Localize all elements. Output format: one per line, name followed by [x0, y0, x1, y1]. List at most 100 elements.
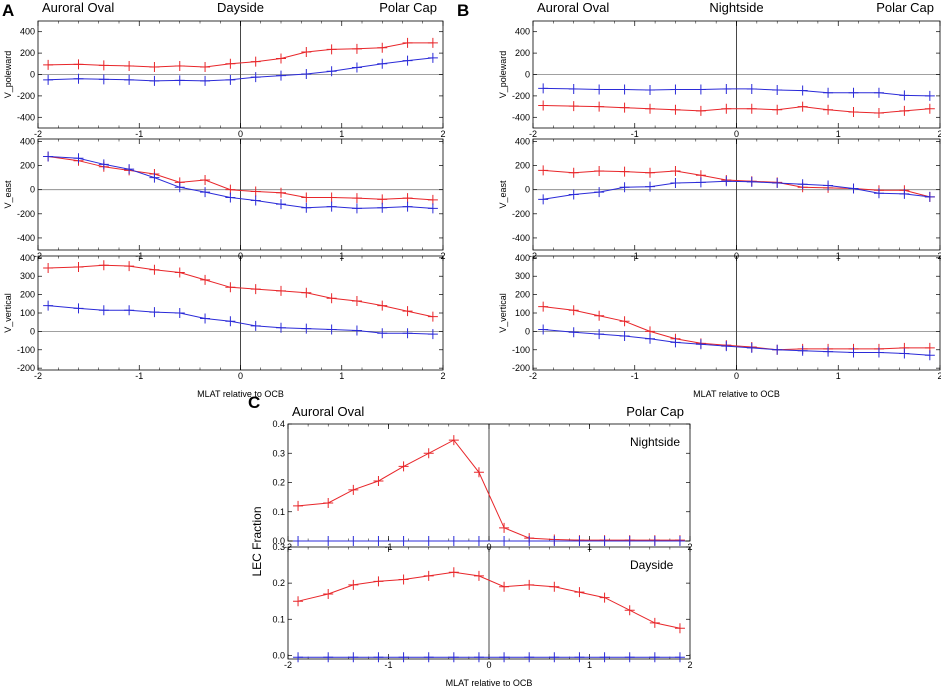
- panel-b-label-left: Auroral Oval: [537, 0, 609, 15]
- panel-a-sub3-series-blue-point-12: [351, 325, 362, 336]
- panel-a-sub1-series-blue-point-9: [276, 70, 286, 81]
- panel-c-sub1-series-red-point-8: [499, 522, 510, 533]
- panel-c-sub2-series-red-point-5: [423, 570, 434, 581]
- panel-c-sub2-ytick-label-3: 0.3: [272, 542, 285, 552]
- panel-a-sub1-series-red-point-11: [326, 44, 337, 55]
- panel-c-sub2-xtick-label-1: -1: [384, 660, 392, 670]
- panel-b-sub1-xtick-label-2: 0: [734, 129, 739, 139]
- panel-b-sub3-ytick-label-0: -200: [512, 363, 530, 373]
- panel-b-sub1-series-blue-point-4: [645, 85, 656, 96]
- panel-a-letter: A: [2, 1, 14, 20]
- panel-b-sub1-series-blue-point-3: [619, 84, 630, 95]
- panel-b-sub1-series-red-point-10: [797, 101, 808, 112]
- panel-b-sub1-series-red-point-9: [772, 104, 783, 115]
- panel-b-sub3-series-red-line: [543, 306, 930, 351]
- panel-c-sub1-series-red-point-0: [293, 500, 304, 511]
- panel-b-sub2-series-blue-point-14: [899, 188, 910, 199]
- panel-a-sub2-series-blue-point-0: [43, 151, 54, 162]
- panel-a-sub3-ytick-label-0: -200: [17, 363, 35, 373]
- panel-b-sub2-series-blue-point-12: [848, 183, 859, 194]
- panel-a-sub2-series-blue-point-6: [200, 187, 211, 198]
- panel-c-sub2-series-blue-point-3: [373, 652, 384, 663]
- panel-b-sub2-series-blue-point-8: [746, 176, 757, 187]
- panel-a-sub3-ytick-label-1: -100: [17, 345, 35, 355]
- panel-a-sub1-series-red-point-4: [149, 62, 160, 73]
- panel-c-sub2-ytick-label-0: 0.0: [272, 650, 285, 660]
- panel-b-sub3-ytick-label-2: 0: [525, 326, 530, 336]
- panel-b-sub2-series-blue-point-0: [538, 194, 549, 205]
- panel-b-sub2-series-blue-point-15: [924, 191, 935, 202]
- panel-c-sub1-series-blue-point-7: [473, 536, 484, 546]
- panel-b-sub1-series-blue-line: [543, 87, 930, 97]
- panel-c-sub2-series-blue-point-0: [293, 652, 304, 663]
- panel-b-sub1-series-blue-point-12: [848, 87, 859, 98]
- panel-a-sub2-series-blue-point-8: [250, 195, 261, 206]
- panel-a-sub3-xtick-label-4: 2: [440, 371, 445, 381]
- panel-c-sub2-ytick-label-1: 0.1: [272, 614, 285, 624]
- panel-a-sub3-series-blue-point-2: [98, 305, 109, 316]
- panel-b-sub1-series-red-point-6: [695, 105, 706, 116]
- panel-a-sub3-series-blue-point-4: [149, 307, 160, 318]
- panel-b-sub3-series-blue-point-8: [746, 342, 757, 353]
- panel-c-sub2-series-red-line: [297, 571, 681, 629]
- panel-b-sub3-xtick-label-1: -1: [631, 371, 639, 381]
- panel-a-sub1-series-blue-point-13: [377, 58, 388, 69]
- panel-a-sub1-series-red-point-6: [200, 62, 211, 73]
- panel-a-sub3-series-red-point-1: [73, 262, 84, 273]
- panel-a-sub1-series-blue-point-11: [326, 66, 337, 77]
- panel-a-sub1-series-blue-point-2: [98, 74, 109, 85]
- panel-c-sub2-series-red-point-2: [348, 579, 359, 590]
- panel-a-sub3-ytick-label-6: 400: [20, 253, 35, 263]
- panel-c-sub1-series-red-point-3: [373, 476, 384, 487]
- panel-a-sub1-series-red-point-0: [43, 59, 54, 70]
- panel-a-sub2-series-blue-point-14: [402, 201, 413, 212]
- panel-b-sub2-ytick-label-2: 0: [525, 185, 530, 195]
- panel-a-sub3-ytick-label-5: 300: [20, 271, 35, 281]
- panel-a-sub2-series-blue-point-5: [174, 182, 185, 193]
- panel-c-sub1-series-blue-point-15: [674, 536, 685, 546]
- panel-a-sub1-xtick-label-3: 1: [339, 129, 344, 139]
- panel-a-sub3-series-red-point-13: [377, 300, 388, 311]
- panel-b-sub1-series-blue-point-7: [721, 83, 732, 94]
- panel-b-sub1-series-red-point-1: [568, 101, 579, 112]
- panel-c-sub1-series-blue-point-2: [348, 536, 359, 546]
- panel-b-sub3-series-blue-point-7: [721, 341, 732, 352]
- panel-a-sub1-series-red-point-9: [276, 53, 286, 64]
- panel-a-sub3-series-red-point-10: [301, 287, 312, 298]
- panel-a-sub1-series-red-point-10: [301, 47, 312, 58]
- panel-b-sub2-series-red-point-3: [619, 166, 630, 177]
- panel-a-sub2-series-red-point-14: [402, 193, 413, 204]
- panel-b-sub2-ytick-label-1: -200: [512, 209, 530, 219]
- panel-a-sub3-xtick-label-2: 0: [238, 371, 243, 381]
- panel-b-sub3-series-red-point-0: [538, 301, 549, 312]
- panel-a-sub3-series-red-point-6: [200, 274, 211, 285]
- panel-b-sub3-series-blue-line: [543, 329, 930, 356]
- panel-c-sub1-ytick-label-0: 0.0: [272, 536, 285, 546]
- panel-a-sub1-xtick-label-1: -1: [135, 129, 143, 139]
- panel-c-sub1-ytick-label-2: 0.2: [272, 478, 285, 488]
- panel-b-sub1-series-blue-point-15: [924, 90, 935, 101]
- panel-a-sub3-series-red-point-3: [124, 261, 135, 272]
- panel-b-label-right: Polar Cap: [876, 0, 934, 15]
- panel-a-sub1-series-red-point-5: [174, 60, 185, 71]
- panel-b-sub2-series-red-point-1: [568, 167, 579, 178]
- panel-c-sub2-series-red-point-8: [499, 581, 510, 592]
- panel-c-sub2-series-blue-point-9: [524, 652, 535, 663]
- panel-c-sub2-series-red-point-7: [473, 570, 484, 581]
- panel-c-sub2-xtick-label-4: 2: [687, 660, 692, 670]
- panel-b-sub3-series-blue-point-1: [568, 327, 579, 338]
- panel-a-sub2-series-blue-point-15: [427, 203, 438, 214]
- panel-b-sub2-series-red-line: [543, 169, 930, 198]
- panel-c-sub1-series-blue-point-3: [373, 536, 384, 546]
- panel-b-sub1-xtick-label-3: 1: [836, 129, 841, 139]
- panel-c-sub1-series-blue-point-10: [549, 536, 560, 546]
- panel-a-sub1-series-red-point-2: [98, 60, 109, 71]
- panel-c-sub1-series-blue-point-9: [524, 536, 535, 546]
- panel-a-sub3-series-red-line: [48, 264, 434, 318]
- panel-b-sub1-ylabel: V_poleward: [498, 51, 508, 99]
- panel-c-sub1-series-red-point-7: [473, 467, 484, 478]
- panel-b-sub1-series-red-point-15: [924, 103, 935, 114]
- panel-a-sub2-ytick-label-2: 0: [30, 185, 35, 195]
- panel-b-sub2-series-red-point-5: [670, 165, 681, 176]
- panel-b-sub3-xtick-label-3: 1: [836, 371, 841, 381]
